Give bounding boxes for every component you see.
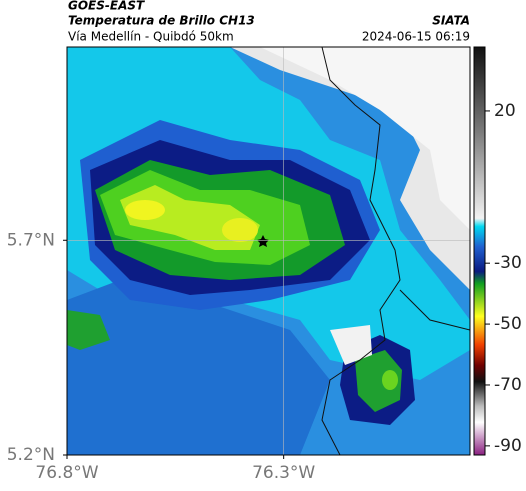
- datetime: 2024-06-15 06:19: [362, 30, 470, 44]
- source: GOES-EAST: [68, 0, 145, 13]
- y-tick-label: 5.2°N: [7, 445, 55, 465]
- colorbar-tick-label: 20: [494, 101, 516, 121]
- location-marker: [257, 235, 269, 247]
- agency: SIATA: [432, 14, 470, 28]
- y-tick-label: 5.7°N: [7, 230, 55, 250]
- satellite-field: [67, 47, 470, 455]
- map-frame: [66, 46, 471, 456]
- x-tick-label: 76.3°W: [252, 463, 315, 483]
- colorbar: [473, 46, 486, 456]
- x-tick-label: 76.8°W: [35, 463, 98, 483]
- colorbar-tick-label: -90: [494, 436, 522, 456]
- colorbar-tick-label: -70: [494, 375, 522, 395]
- title: Temperatura de Brillo CH13: [68, 14, 255, 28]
- subtitle: Vía Medellín - Quibdó 50km: [68, 30, 234, 44]
- colorbar-tick-label: -50: [494, 314, 522, 334]
- colorbar-tick-label: -30: [494, 253, 522, 273]
